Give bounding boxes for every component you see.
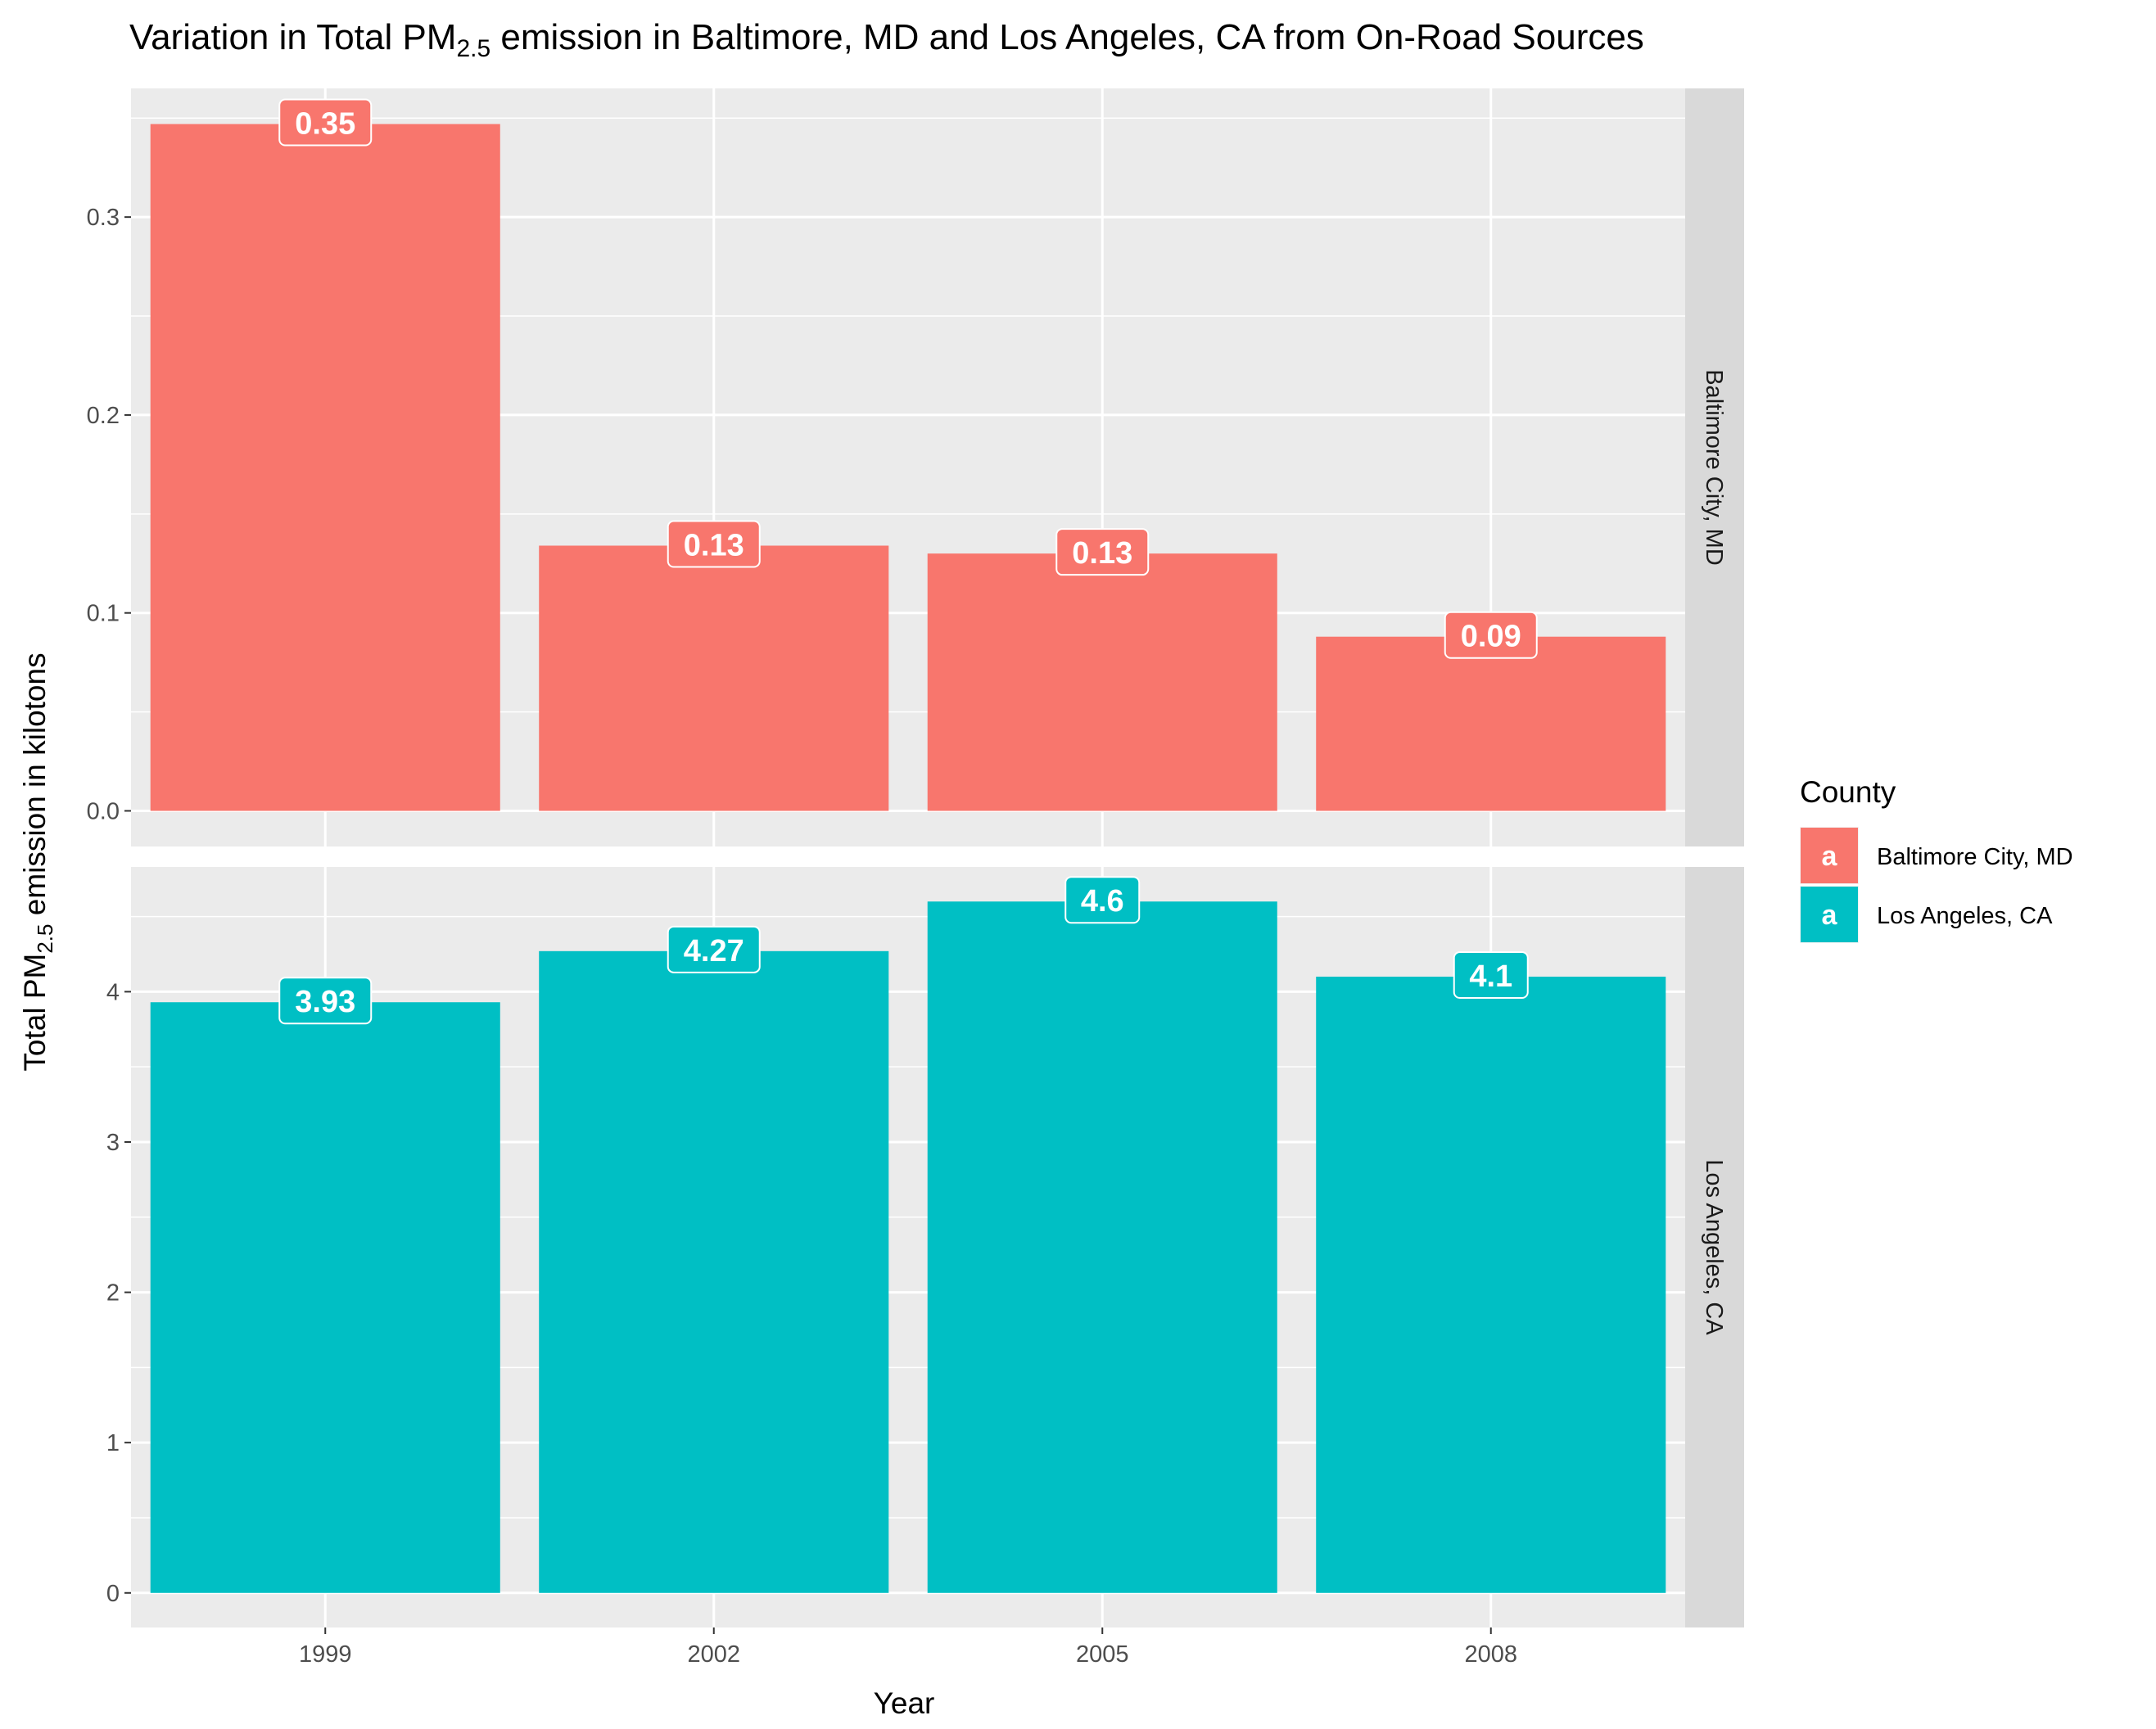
data-label-box xyxy=(1444,611,1538,659)
data-label-text: 4.27 xyxy=(684,934,744,968)
data-label: 4.1 xyxy=(1453,951,1529,1000)
legend-entry: a Baltimore City, MD xyxy=(1800,827,2073,884)
legend-title: County xyxy=(1800,775,1896,809)
facet-strip xyxy=(1685,867,1744,1627)
data-label: 4.27 xyxy=(667,925,761,973)
data-label: 3.93 xyxy=(278,977,373,1025)
bar xyxy=(1316,977,1666,1593)
data-label-box xyxy=(667,520,761,568)
facet-strip-label: Los Angeles, CA xyxy=(1701,1159,1727,1335)
data-label-text: 0.35 xyxy=(295,107,355,142)
data-label-text: 0.13 xyxy=(1072,536,1132,571)
data-label-box xyxy=(278,98,373,147)
bar xyxy=(1316,636,1666,811)
bar xyxy=(927,553,1277,811)
y-tick-label: 1 xyxy=(106,1430,120,1456)
y-tick-label: 0.0 xyxy=(87,798,120,824)
legend-key xyxy=(1801,887,1858,942)
data-label: 0.13 xyxy=(1055,528,1150,576)
legend-key-glyph: a xyxy=(1822,900,1838,931)
y-tick-label: 0.3 xyxy=(87,205,120,231)
data-label-text: 4.1 xyxy=(1469,959,1512,994)
facet-strip xyxy=(1685,88,1744,846)
facet-panel: 0 1 2 3 4 3.93 4.27 4.6 4.1 Los Angeles, CA xyxy=(106,867,1744,1627)
data-label-box xyxy=(1453,951,1529,1000)
bar xyxy=(927,901,1277,1593)
chart-title: Variation in Total PM2.5 emission in Bal… xyxy=(129,17,1644,62)
y-tick-label: 0 xyxy=(106,1581,120,1607)
data-label-text: 0.09 xyxy=(1461,620,1521,654)
data-label-box xyxy=(1055,528,1150,576)
y-tick-label: 0.2 xyxy=(87,403,120,429)
bar xyxy=(150,1002,500,1593)
legend-key-glyph: a xyxy=(1822,841,1838,872)
bar xyxy=(150,124,500,811)
data-label: 0.09 xyxy=(1444,611,1538,659)
legend-label: Los Angeles, CA xyxy=(1877,903,2053,929)
y-axis-title: Total PM2.5 emission in kilotons xyxy=(18,652,57,1071)
data-label-text: 3.93 xyxy=(295,985,355,1019)
data-label-text: 0.13 xyxy=(684,529,744,563)
x-tick-label: 2005 xyxy=(1076,1641,1129,1668)
data-label-box xyxy=(667,925,761,973)
x-tick-label: 1999 xyxy=(299,1641,352,1668)
facet-panel: 0.0 0.1 0.2 0.3 0.35 0.13 0.13 0.09 Baltimore Ci… xyxy=(87,88,1744,846)
facet-strip-label: Baltimore City, MD xyxy=(1701,369,1727,566)
data-label-text: 4.6 xyxy=(1081,884,1124,919)
y-tick-label: 0.1 xyxy=(87,601,120,627)
data-label-box xyxy=(1064,876,1141,924)
legend-key xyxy=(1801,828,1858,883)
y-tick-label: 4 xyxy=(106,979,120,1005)
data-label: 4.6 xyxy=(1064,876,1141,924)
bar xyxy=(539,950,889,1593)
data-label-box xyxy=(278,977,373,1025)
legend-entry: a Los Angeles, CA xyxy=(1800,886,2053,943)
y-tick-label: 3 xyxy=(106,1130,120,1156)
legend-label: Baltimore City, MD xyxy=(1877,844,2073,870)
x-tick-label: 2008 xyxy=(1464,1641,1517,1668)
data-label: 0.35 xyxy=(278,98,373,147)
data-label: 0.13 xyxy=(667,520,761,568)
x-tick-label: 2002 xyxy=(687,1641,740,1668)
legend: County a Baltimore City, MD a Los Angeles, … xyxy=(1800,775,2073,943)
y-tick-label: 2 xyxy=(106,1280,120,1307)
x-axis-title: Year xyxy=(874,1686,935,1720)
bar xyxy=(539,545,889,811)
facet-panels: 0.0 0.1 0.2 0.3 0.35 0.13 0.13 0.09 Baltimore Ci… xyxy=(87,88,1744,1668)
